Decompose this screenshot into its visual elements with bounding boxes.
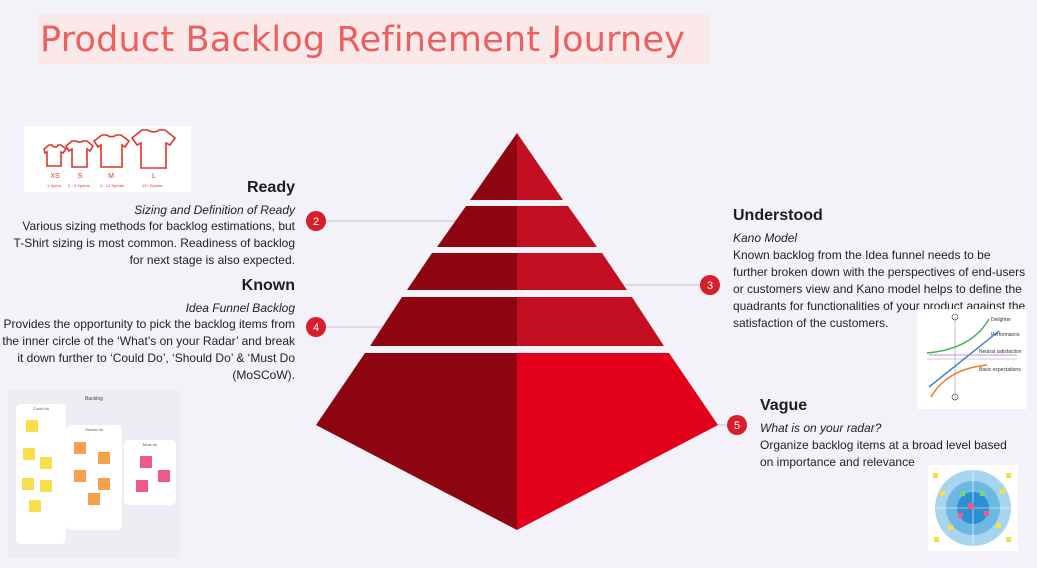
radar-image [928,465,1018,551]
title-highlight [38,14,710,64]
tshirt-size-caption: 4 - 12 Sprints [100,183,124,188]
could-do-column [16,404,66,544]
pyramid-tier-1-right [517,133,563,200]
svg-text:4: 4 [313,322,319,334]
backlog-board-image: Backlog Could do Should do Must do [8,390,180,558]
stage-known-body: Provides the opportunity to pick the bac… [2,317,295,382]
stage-heading: Known [241,277,295,294]
tshirt-size-label: XS [50,173,60,180]
stage-heading: Vague [760,397,808,414]
kano-label: Neutral satisfaction [979,349,1022,355]
tshirt-size-caption: 2 - 4 Sprints [68,183,90,188]
page-title: Product Backlog Refinement Journey [40,20,686,60]
must-do-notes [136,456,170,492]
tshirt-s-icon [64,140,95,168]
svg-text:3: 3 [707,280,713,292]
stage-ready-body: Various sizing methods for backlog estim… [13,219,295,267]
pyramid-tier-2-left [437,206,517,247]
performance-line [928,330,1000,388]
badge-3: 3 [700,275,720,295]
stage-ready: Ready Sizing and Definition of Ready [100,178,295,219]
radar-notes [933,473,1011,542]
stage-heading: Understood [733,207,823,224]
tshirt-size-label: L [152,173,156,180]
stage-subtitle: What is on your radar? [760,421,882,435]
stage-subtitle: Sizing and Definition of Ready [134,203,295,217]
should-do-notes [74,442,110,505]
pyramid-tier-1-left [470,133,517,200]
tshirt-m-icon [92,134,131,168]
tshirt-size-caption: 1 Sprint [47,183,62,188]
basic-curve [930,364,988,398]
pyramid-tier-2-right [517,206,597,247]
tshirt-size-label: S [78,173,83,180]
pyramid-tier-5-left [316,353,517,530]
column-label: Could do [33,406,50,411]
badge-4: 4 [306,317,326,337]
kano-label: Performance [991,332,1020,338]
tshirt-xs-icon [43,144,68,167]
pyramid-tier-3-left [407,253,517,290]
stage-subtitle: Idea Funnel Backlog [185,301,295,315]
backlog-board-title: Backlog [85,396,103,402]
badge-2: 2 [306,211,326,231]
svg-text:2: 2 [313,216,319,228]
happy-face-icon [951,313,959,321]
badge-5: 5 [727,415,747,435]
pyramid-tier-4-right [517,297,664,346]
tshirt-l-icon [130,129,177,169]
stage-subtitle: Kano Model [733,231,798,245]
tshirt-size-label: M [108,173,114,180]
column-label: Must do [143,442,158,447]
pyramid-tier-3-right [517,253,627,290]
could-do-notes [22,420,52,512]
stage-body: Organize backlog items at a broad level … [760,438,1007,469]
stage-known: Known Idea Funnel Backlog [100,276,295,317]
svg-text:5: 5 [734,420,740,432]
delighter-curve [926,318,990,354]
pyramid-tier-4-left [370,297,517,346]
stage-vague: Vague What is on your radar? Organize ba… [760,396,1020,471]
column-label: Should do [85,427,104,432]
sad-face-icon [951,393,959,401]
tshirt-size-caption: 12+ Sprints [142,183,162,188]
kano-label: Delighter [991,317,1011,323]
tshirt-sizing-image: XS S M L 1 Sprint 2 - 4 Sprints 4 - 12 S… [24,126,191,192]
kano-model-image: Delighter Performance Neutral satisfacti… [917,309,1027,409]
stage-heading: Ready [246,179,295,196]
kano-label: Basic expectations [979,367,1021,373]
pyramid-tier-5-right [517,353,718,530]
